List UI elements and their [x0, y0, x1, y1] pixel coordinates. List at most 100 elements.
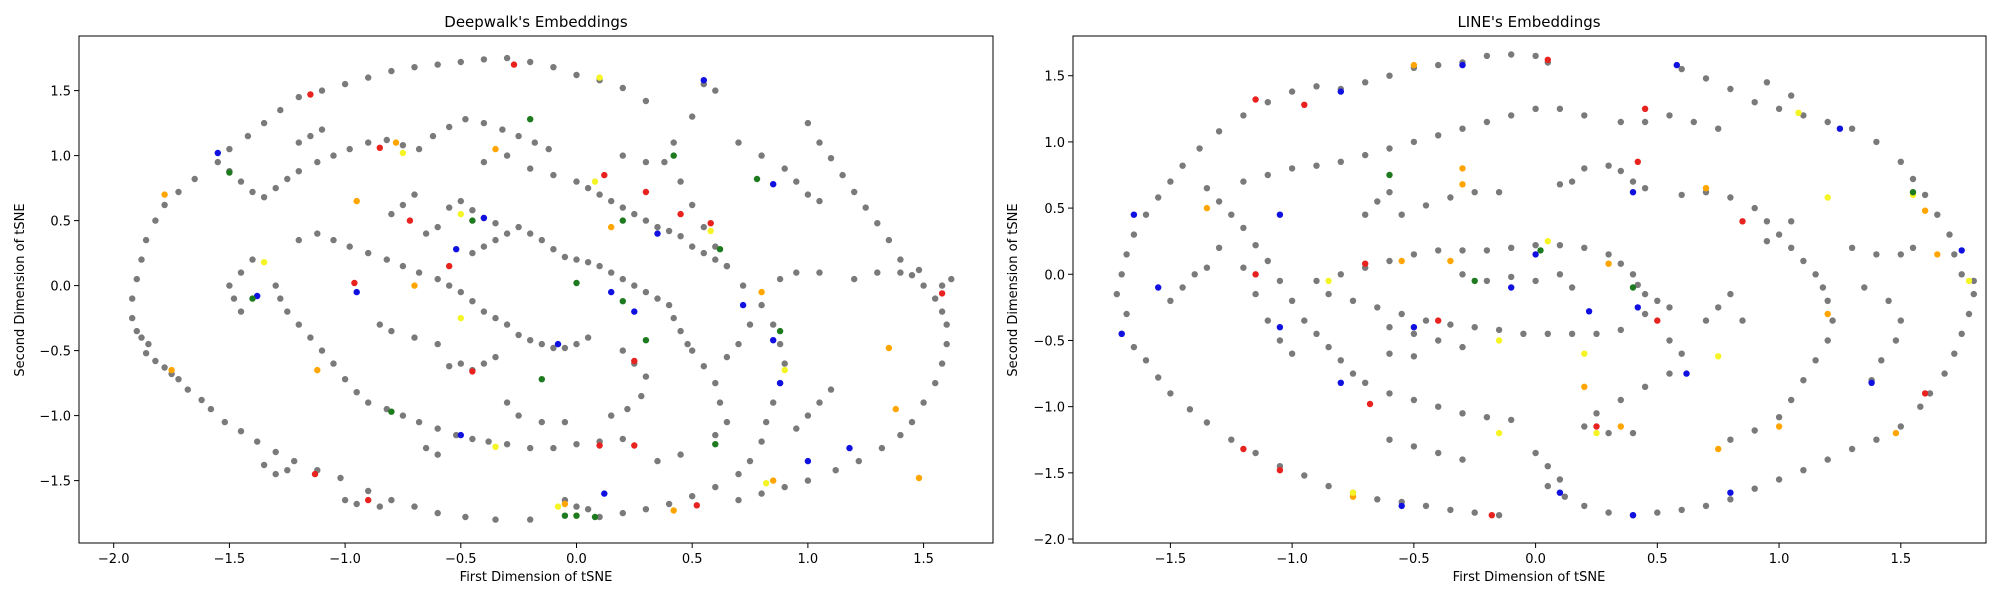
x-axis-label: First Dimension of tSNE [460, 570, 613, 585]
point-gray [1581, 423, 1588, 430]
point-gray [793, 269, 800, 276]
axis-ticks: −1.5 −1.0 −0.5 0.0 0.5 1.0 1.5 −2.0 −1.5 −1.0 −0.5… [1033, 70, 1911, 567]
point-gray [700, 363, 707, 370]
point-gray [1666, 304, 1673, 311]
y-axis-label: Second Dimension of tSNE [13, 203, 28, 376]
point-gray [330, 152, 337, 159]
point-red [406, 217, 414, 224]
point-gray [619, 84, 626, 92]
point-green [573, 279, 580, 287]
point-gray [619, 152, 626, 159]
point-gray [758, 490, 765, 497]
point-gray [1167, 390, 1174, 397]
point-gray [689, 113, 696, 120]
point-gray [499, 126, 506, 133]
point-green [249, 295, 256, 302]
point-gray [561, 344, 569, 352]
y-tick-label: 0.0 [50, 280, 71, 295]
point-gray [1532, 105, 1539, 113]
point-gray [716, 399, 724, 406]
point-gray [770, 321, 777, 328]
point-blue [453, 246, 460, 253]
point-gray [1800, 112, 1807, 119]
point-gray [1386, 145, 1393, 152]
point-gray [214, 158, 221, 166]
point-gray [1386, 189, 1393, 196]
point-gray [1824, 118, 1831, 126]
point-gray [1301, 472, 1308, 479]
point-orange [561, 500, 569, 508]
point-yellow [260, 259, 268, 266]
point-gray [129, 295, 136, 302]
y-tick-label: −1.0 [1033, 401, 1065, 416]
point-gray [1946, 231, 1953, 238]
point-gray [1727, 85, 1734, 93]
point-gray [573, 503, 580, 510]
point-gray [1215, 198, 1223, 205]
point-red [365, 496, 372, 504]
point-red [631, 357, 638, 365]
point-gray [1215, 128, 1223, 135]
point-gray [1459, 247, 1466, 254]
point-yellow [399, 149, 407, 157]
point-blue [1337, 379, 1345, 386]
point-gray [739, 282, 747, 289]
point-gray [503, 54, 511, 62]
point-gray [480, 158, 488, 166]
point-gray [1715, 125, 1722, 132]
point-gray [665, 500, 673, 508]
point-gray [712, 431, 719, 439]
point-blue [1276, 324, 1284, 331]
point-gray [399, 412, 407, 419]
point-red [1362, 260, 1369, 267]
point-blue [554, 340, 562, 348]
point-blue [1508, 284, 1515, 291]
point-gray [631, 210, 638, 218]
point-gray [1471, 189, 1478, 196]
point-gray [1617, 260, 1625, 267]
point-gray [1471, 324, 1478, 331]
point-gray [237, 428, 245, 435]
point-green [712, 441, 719, 448]
point-gray [453, 431, 460, 439]
point-gray [608, 412, 615, 419]
point-gray [365, 139, 372, 146]
point-gray [314, 158, 321, 166]
point-gray [1666, 370, 1673, 377]
point-gray [1483, 277, 1491, 285]
point-gray [758, 438, 765, 445]
point-gray [492, 314, 499, 322]
point-red [1488, 512, 1496, 519]
point-gray [1873, 138, 1880, 146]
point-gray [1593, 330, 1600, 337]
point-blue [353, 288, 360, 296]
point-blue [1118, 330, 1125, 337]
point-yellow [1715, 353, 1722, 360]
point-gray [1751, 204, 1758, 212]
point-gray [619, 204, 626, 211]
point-gray [457, 360, 464, 367]
point-gray [314, 230, 321, 237]
point-gray [1508, 112, 1515, 119]
point-gray [1702, 502, 1710, 510]
point-red [596, 442, 603, 449]
point-gray [1800, 257, 1807, 265]
point-gray [878, 444, 886, 452]
point-gray [584, 506, 592, 513]
point-green [527, 116, 534, 123]
point-blue [1337, 88, 1345, 95]
point-gray [1113, 290, 1121, 298]
point-gray [816, 197, 823, 205]
point-gray [527, 516, 534, 523]
point-gray [249, 188, 256, 196]
point-gray [816, 269, 823, 276]
point-gray [746, 321, 754, 328]
point-gray [1410, 138, 1418, 146]
point-gray [689, 347, 696, 354]
point-gray [1313, 277, 1320, 285]
point-gray [654, 223, 661, 231]
point-orange [1617, 423, 1625, 430]
point-gray [1459, 456, 1466, 463]
point-orange [1203, 204, 1211, 212]
point-gray [624, 405, 631, 413]
